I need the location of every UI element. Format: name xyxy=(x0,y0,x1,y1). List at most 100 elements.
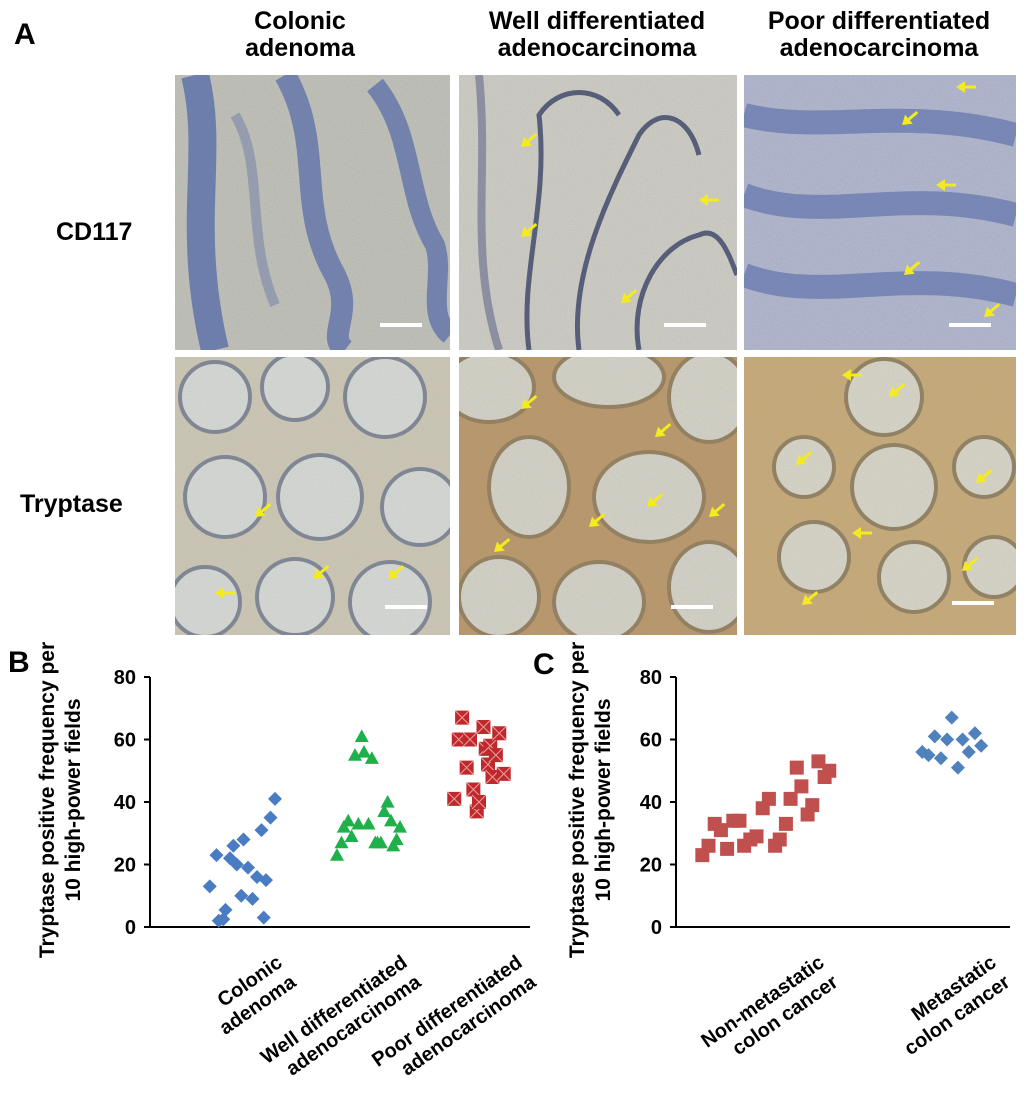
data-point xyxy=(749,829,764,844)
arrow-icon xyxy=(902,110,919,125)
data-point-mark xyxy=(466,782,481,797)
row-label-cd117: CD117 xyxy=(56,218,133,246)
column-title-line: adenocarcinoma xyxy=(779,34,979,62)
data-point xyxy=(202,879,217,894)
micrograph-cd117-well-differentiated xyxy=(459,75,737,350)
arrow-icon xyxy=(709,502,726,517)
data-point-mark xyxy=(496,766,512,782)
scale-bar xyxy=(671,605,713,609)
data-point xyxy=(805,798,820,813)
scale-bar xyxy=(385,605,427,609)
data-point xyxy=(967,726,982,741)
data-point xyxy=(216,912,231,927)
data-point xyxy=(701,838,716,853)
data-point xyxy=(330,848,344,861)
data-point xyxy=(259,873,273,888)
arrow-icon xyxy=(796,450,813,465)
arrow-icon xyxy=(889,382,906,397)
data-point xyxy=(263,810,278,825)
scale-bar xyxy=(949,323,991,327)
arrow-icon xyxy=(621,288,638,303)
data-point xyxy=(974,738,989,753)
y-tick-label: 60 xyxy=(640,730,662,752)
data-point-mark xyxy=(459,760,474,775)
arrow-icon xyxy=(313,564,330,579)
panel-a-letter: A xyxy=(14,18,36,51)
data-point xyxy=(732,813,747,828)
row-label-tryptase: Tryptase xyxy=(20,490,123,518)
data-point xyxy=(344,829,359,842)
scale-bar xyxy=(952,601,994,605)
data-point xyxy=(811,754,826,769)
micrograph-image xyxy=(175,75,450,350)
y-tick-label: 20 xyxy=(114,855,136,877)
arrow-icon xyxy=(984,302,1001,317)
column-title-well-differentiated: Well differentiated adenocarcinoma xyxy=(452,8,742,62)
data-point xyxy=(720,841,735,856)
data-point xyxy=(921,748,936,763)
data-point xyxy=(209,848,224,863)
data-point xyxy=(218,902,233,917)
data-point xyxy=(761,791,776,806)
scale-bar xyxy=(380,323,422,327)
data-point xyxy=(268,791,282,806)
y-tick-label: 40 xyxy=(640,792,662,814)
y-axis-label: Tryptase positive frequency per xyxy=(566,642,589,958)
arrow-icon xyxy=(521,132,538,147)
arrow-icon xyxy=(976,468,993,483)
column-title-poor-differentiated: Poor differentiated adenocarcinoma xyxy=(744,8,1014,62)
column-title-line: Well differentiated xyxy=(488,7,706,35)
data-point xyxy=(933,751,948,766)
micrograph-tryptase-poor-differentiated xyxy=(744,357,1016,635)
arrow-icon xyxy=(904,260,921,275)
arrow-icon xyxy=(956,81,976,93)
data-point-mark xyxy=(491,725,507,741)
micrograph-image xyxy=(744,75,1016,350)
data-point xyxy=(377,804,392,817)
data-point xyxy=(373,835,388,849)
data-point xyxy=(384,813,398,827)
data-point xyxy=(713,823,728,838)
arrow-icon xyxy=(852,527,872,539)
data-point xyxy=(783,791,798,806)
data-point xyxy=(380,795,395,808)
arrow-icon xyxy=(842,369,862,381)
data-point xyxy=(256,910,271,925)
data-point xyxy=(245,891,260,906)
arrow-icon xyxy=(215,587,235,599)
y-tick-label: 0 xyxy=(125,917,136,939)
data-point-mark xyxy=(446,791,462,807)
data-point xyxy=(961,745,976,759)
micrograph-tryptase-colonic-adenoma xyxy=(175,357,450,635)
y-tick-label: 20 xyxy=(640,855,662,877)
micrograph-image xyxy=(744,357,1016,635)
data-point xyxy=(254,823,269,838)
data-point xyxy=(241,860,255,875)
data-point xyxy=(334,835,349,849)
data-point-mark xyxy=(454,710,470,725)
data-point xyxy=(354,729,369,742)
data-point xyxy=(789,760,804,775)
arrow-icon xyxy=(699,194,719,206)
data-point xyxy=(361,816,376,830)
column-title-colonic-adenoma: Colonic adenoma xyxy=(175,8,425,62)
panel-c-letter: C xyxy=(533,648,555,681)
y-axis-label: 10 high-power fields xyxy=(62,698,85,901)
data-point-mark xyxy=(462,732,478,747)
data-point xyxy=(357,745,371,758)
arrow-icon xyxy=(802,590,819,605)
micrograph-image xyxy=(459,357,737,635)
scale-bar xyxy=(664,323,706,327)
arrow-icon xyxy=(962,556,979,571)
data-point xyxy=(940,732,955,747)
micrograph-cd117-colonic-adenoma xyxy=(175,75,450,350)
y-axis-label: Tryptase positive frequency per xyxy=(36,642,59,958)
data-point xyxy=(778,816,793,831)
data-point xyxy=(822,763,837,778)
arrow-icon xyxy=(647,492,664,507)
data-point xyxy=(955,732,970,747)
data-point xyxy=(226,838,241,853)
